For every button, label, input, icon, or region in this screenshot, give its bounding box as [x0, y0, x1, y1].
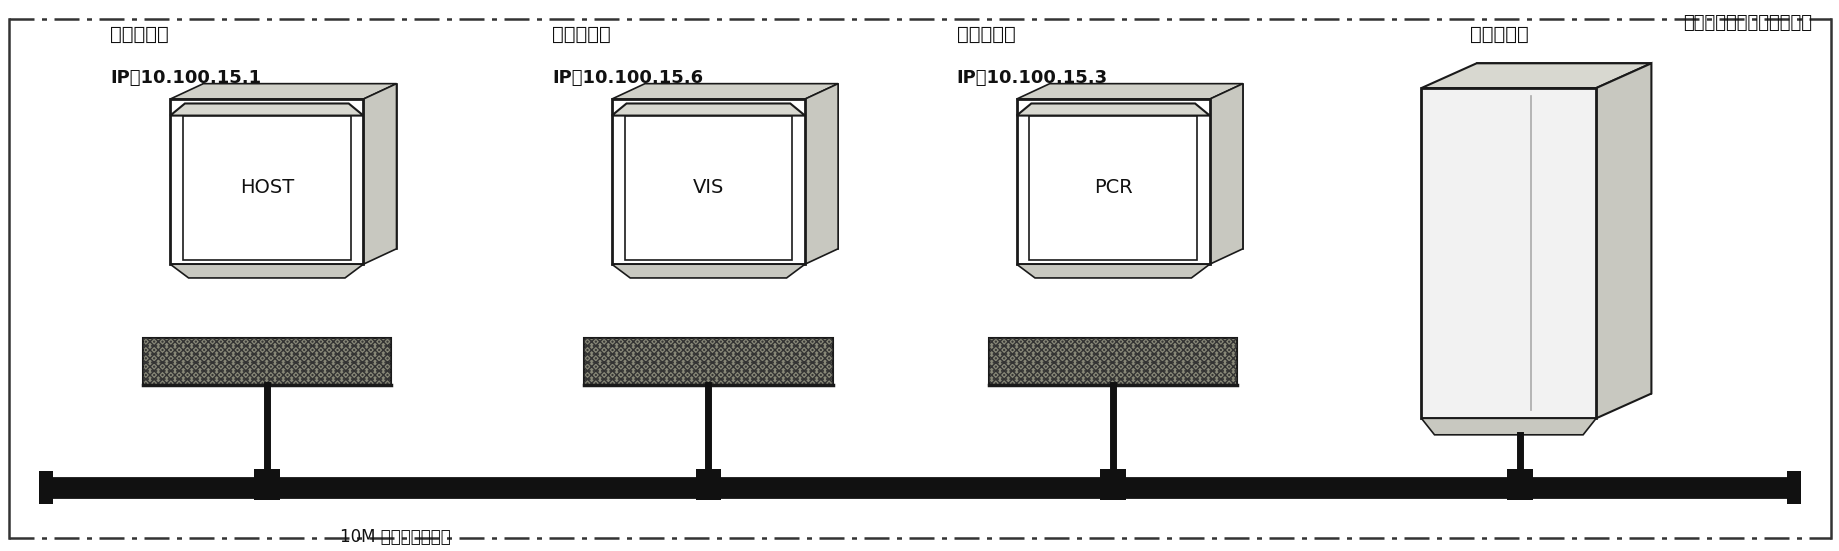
Polygon shape	[1594, 63, 1651, 418]
Polygon shape	[1017, 84, 1243, 99]
FancyBboxPatch shape	[184, 116, 351, 260]
Text: IP：10.100.15.6: IP：10.100.15.6	[552, 69, 702, 87]
FancyBboxPatch shape	[625, 116, 793, 260]
FancyBboxPatch shape	[1422, 88, 1594, 418]
Text: HOST: HOST	[239, 179, 294, 197]
FancyBboxPatch shape	[1100, 469, 1125, 500]
FancyBboxPatch shape	[695, 469, 721, 500]
FancyBboxPatch shape	[1017, 99, 1210, 264]
FancyBboxPatch shape	[1477, 63, 1651, 393]
Polygon shape	[805, 84, 839, 264]
FancyBboxPatch shape	[39, 471, 53, 504]
Text: 模拟机机柜: 模拟机机柜	[1469, 25, 1528, 44]
FancyBboxPatch shape	[254, 469, 280, 500]
Polygon shape	[612, 104, 805, 116]
FancyBboxPatch shape	[645, 84, 839, 249]
FancyBboxPatch shape	[1048, 84, 1243, 249]
FancyBboxPatch shape	[1030, 116, 1197, 260]
FancyBboxPatch shape	[171, 99, 364, 264]
Polygon shape	[1210, 84, 1243, 264]
Polygon shape	[171, 104, 364, 116]
Text: 模拟机局域网：总线型网络: 模拟机局域网：总线型网络	[1683, 14, 1811, 32]
Text: PCR: PCR	[1092, 179, 1133, 197]
FancyBboxPatch shape	[585, 338, 833, 385]
Polygon shape	[1422, 418, 1594, 435]
Polygon shape	[1017, 264, 1210, 278]
Text: 视景计算机: 视景计算机	[552, 25, 611, 44]
Polygon shape	[1017, 104, 1210, 116]
FancyBboxPatch shape	[1786, 471, 1800, 504]
FancyBboxPatch shape	[202, 84, 397, 249]
Text: 10M 以太网同轴电缆: 10M 以太网同轴电缆	[340, 528, 451, 546]
FancyBboxPatch shape	[143, 338, 392, 385]
Polygon shape	[612, 264, 805, 278]
Polygon shape	[171, 84, 397, 99]
Text: 监控计算机: 监控计算机	[956, 25, 1015, 44]
Text: 模拟机主机: 模拟机主机	[110, 25, 169, 44]
Polygon shape	[364, 84, 397, 264]
Text: VIS: VIS	[691, 179, 725, 197]
Polygon shape	[1422, 63, 1651, 88]
FancyBboxPatch shape	[989, 338, 1238, 385]
Polygon shape	[171, 264, 364, 278]
Polygon shape	[612, 84, 839, 99]
FancyBboxPatch shape	[612, 99, 805, 264]
FancyBboxPatch shape	[46, 477, 1793, 498]
Text: IP：10.100.15.3: IP：10.100.15.3	[956, 69, 1107, 87]
Text: IP：10.100.15.1: IP：10.100.15.1	[110, 69, 261, 87]
FancyBboxPatch shape	[1506, 469, 1532, 500]
